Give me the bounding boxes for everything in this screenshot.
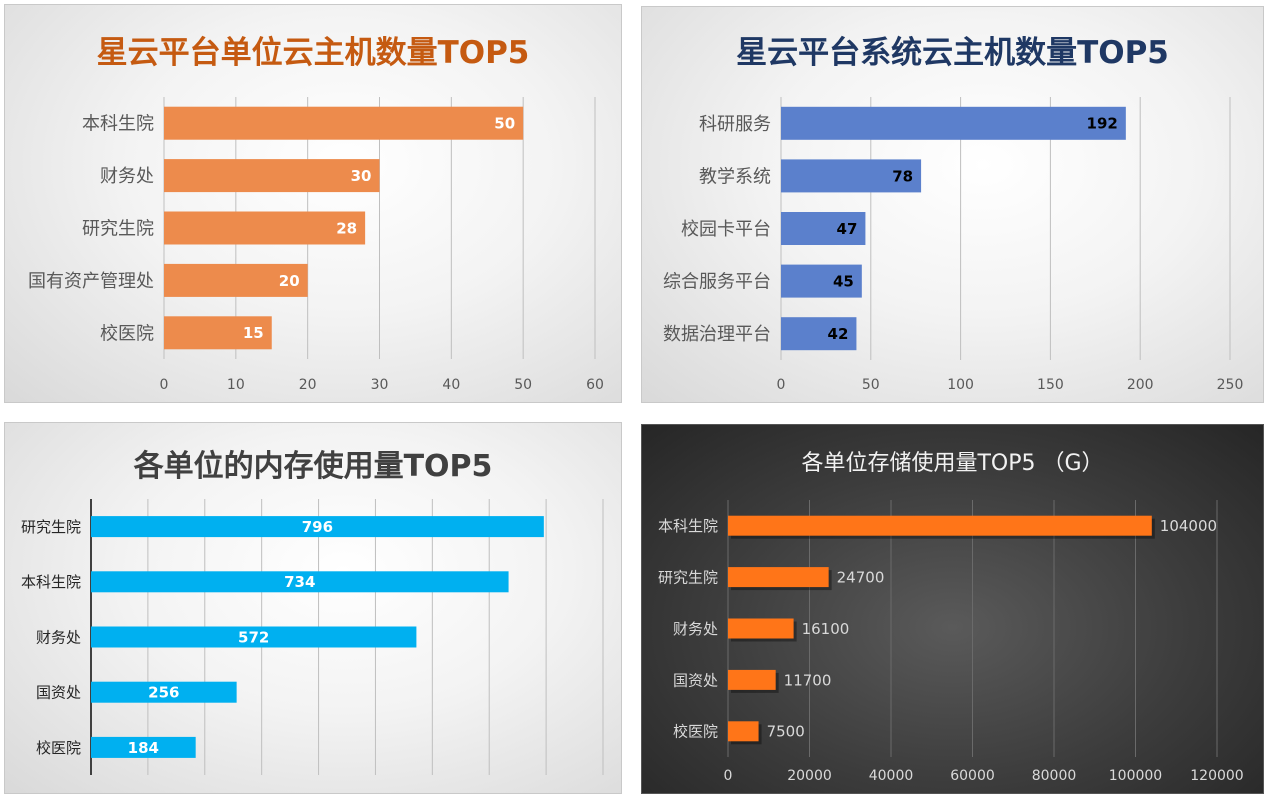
data-label: 20 — [279, 272, 300, 290]
x-tick-label: 100000 — [1109, 768, 1162, 784]
data-label: 256 — [148, 684, 179, 702]
bar — [164, 106, 524, 140]
data-label: 45 — [833, 273, 854, 291]
x-tick-label: 60000 — [950, 768, 995, 784]
chart-plot: 0 10 20 30 40 50 60 本科生院 50 财务处 30 研究生院 28 国有资产管理处 20 校… — [28, 97, 604, 393]
category-label: 国有资产管理处 — [28, 271, 154, 292]
chart-title: 星云平台单位云主机数量TOP5 — [96, 35, 530, 71]
category-label: 数据治理平台 — [663, 324, 771, 345]
x-tick-label: 30 — [371, 377, 389, 393]
x-tick-label: 50 — [862, 377, 880, 393]
data-label: 28 — [336, 219, 357, 237]
x-tick-label: 200 — [1127, 377, 1154, 393]
bar — [781, 212, 866, 245]
bar — [728, 669, 776, 690]
x-tick-label: 0 — [160, 377, 169, 393]
data-label: 7500 — [767, 723, 805, 741]
category-label: 财务处 — [673, 620, 718, 638]
x-tick-label: 80000 — [1032, 768, 1077, 784]
bar — [728, 721, 759, 742]
x-tick-label: 50 — [514, 377, 532, 393]
chart-plot: 0 20000 40000 60000 80000 100000 120000 本科生院 104… — [658, 500, 1244, 784]
category-label: 国资处 — [673, 671, 718, 689]
x-tick-label: 150 — [1037, 377, 1064, 393]
chart-panel-storage: 各单位存储使用量TOP5 （G） 0 20000 40000 60000 80000 10… — [641, 424, 1264, 794]
x-tick-label: 10 — [227, 377, 245, 393]
chart-title: 各单位的内存使用量TOP5 — [133, 449, 493, 484]
bar — [91, 681, 237, 703]
bar — [164, 211, 366, 245]
x-tick-label: 100 — [947, 377, 974, 393]
chart-plot: 研究生院 796 本科生院 734 财务处 572 国资处 256 校医院 184 — [21, 499, 604, 775]
category-label: 综合服务平台 — [663, 272, 771, 293]
category-label: 科研服务 — [699, 114, 771, 135]
x-tick-label: 20000 — [787, 768, 832, 784]
category-label: 财务处 — [36, 628, 81, 646]
x-tick-label: 40 — [442, 377, 460, 393]
data-label: 42 — [828, 325, 849, 343]
x-tick-label: 0 — [724, 768, 733, 784]
bar — [781, 159, 922, 193]
bar — [164, 316, 272, 350]
x-tick-label: 40000 — [869, 768, 914, 784]
x-tick-label: 120000 — [1190, 768, 1243, 784]
category-label: 国资处 — [36, 684, 81, 702]
bar — [91, 571, 509, 593]
bar — [91, 516, 544, 538]
bar — [164, 159, 380, 193]
data-label: 50 — [494, 115, 515, 133]
category-label: 校医院 — [100, 323, 154, 344]
data-label: 572 — [238, 628, 269, 646]
category-label: 研究生院 — [82, 218, 154, 239]
bar — [781, 106, 1126, 140]
data-label: 78 — [892, 167, 913, 185]
chart-panel-memory: 各单位的内存使用量TOP5 研究生院 796 本科生院 734 财务处 572 国资处 256… — [4, 422, 622, 794]
data-label: 15 — [243, 324, 264, 342]
category-label: 教学系统 — [699, 166, 771, 187]
data-label: 24700 — [837, 569, 885, 587]
category-label: 本科生院 — [82, 114, 154, 135]
category-label: 研究生院 — [21, 518, 81, 536]
chart-title: 星云平台系统云主机数量TOP5 — [736, 35, 1169, 71]
bar — [728, 618, 794, 639]
chart-title: 各单位存储使用量TOP5 （G） — [801, 451, 1104, 476]
data-label: 734 — [284, 573, 315, 591]
x-tick-label: 0 — [777, 377, 786, 393]
chart-panel-unit-vm: 星云平台单位云主机数量TOP5 0 10 20 30 40 50 60 本科生院 50 财务处 30… — [4, 4, 622, 403]
bar — [164, 263, 308, 297]
data-label: 192 — [1087, 115, 1118, 133]
bar — [781, 317, 857, 351]
data-label: 104000 — [1160, 517, 1217, 535]
data-label: 16100 — [802, 620, 850, 638]
data-label: 11700 — [784, 671, 832, 689]
category-label: 财务处 — [100, 166, 154, 187]
bar — [91, 736, 196, 758]
data-label: 796 — [302, 518, 333, 536]
x-tick-label: 60 — [586, 377, 604, 393]
bar — [728, 567, 829, 588]
category-label: 校医院 — [673, 723, 718, 741]
chart-panel-system-vm: 星云平台系统云主机数量TOP5 0 50 100 150 200 250 科研服务 192 教学… — [641, 6, 1264, 403]
category-label: 本科生院 — [658, 517, 718, 535]
bar — [728, 515, 1152, 536]
x-tick-label: 250 — [1217, 377, 1244, 393]
bar — [91, 626, 417, 648]
data-label: 184 — [128, 739, 159, 757]
category-label: 研究生院 — [658, 569, 718, 587]
category-label: 本科生院 — [21, 573, 81, 591]
chart-plot: 0 50 100 150 200 250 科研服务 192 教学系统 78 校园卡平台 47 综合服务平… — [663, 97, 1244, 393]
bar — [781, 264, 862, 298]
category-label: 校医院 — [36, 739, 81, 757]
data-label: 30 — [351, 167, 372, 185]
category-label: 校园卡平台 — [681, 219, 771, 240]
data-label: 47 — [837, 220, 858, 238]
x-tick-label: 20 — [299, 377, 317, 393]
